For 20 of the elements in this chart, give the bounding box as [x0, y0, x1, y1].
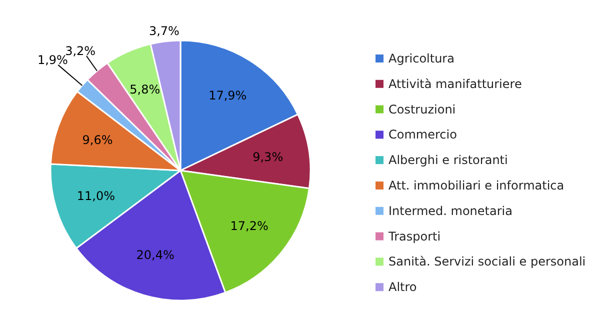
data-label: 11,0%	[76, 189, 115, 204]
legend-label: Intermed. monetaria	[388, 204, 512, 218]
legend-label: Att. immobiliari e informatica	[388, 178, 564, 192]
data-label: 3,7%	[148, 24, 180, 38]
data-label: 9,3%	[252, 150, 284, 164]
legend-label: Trasporti	[388, 229, 441, 244]
data-label: 9,6%	[82, 133, 113, 148]
data-label: 3,2%	[65, 44, 96, 58]
legend-label: Alberghi e ristoranti	[388, 153, 508, 168]
legend-label: Commercio	[388, 128, 457, 142]
data-label: 17,2%	[230, 218, 268, 233]
legend-label: Altro	[388, 280, 417, 294]
legend-label: Costruzioni	[388, 102, 456, 116]
data-label: 17,9%	[208, 88, 247, 103]
data-label: 1,9%	[37, 52, 68, 67]
legend-label: Attività manifatturiere	[388, 76, 522, 91]
data-label: 20,4%	[136, 248, 174, 262]
legend-label: Sanità. Servizi sociali e personali	[388, 254, 586, 269]
data-label: 5,8%	[130, 82, 160, 97]
legend-label: Agricoltura	[388, 52, 454, 66]
